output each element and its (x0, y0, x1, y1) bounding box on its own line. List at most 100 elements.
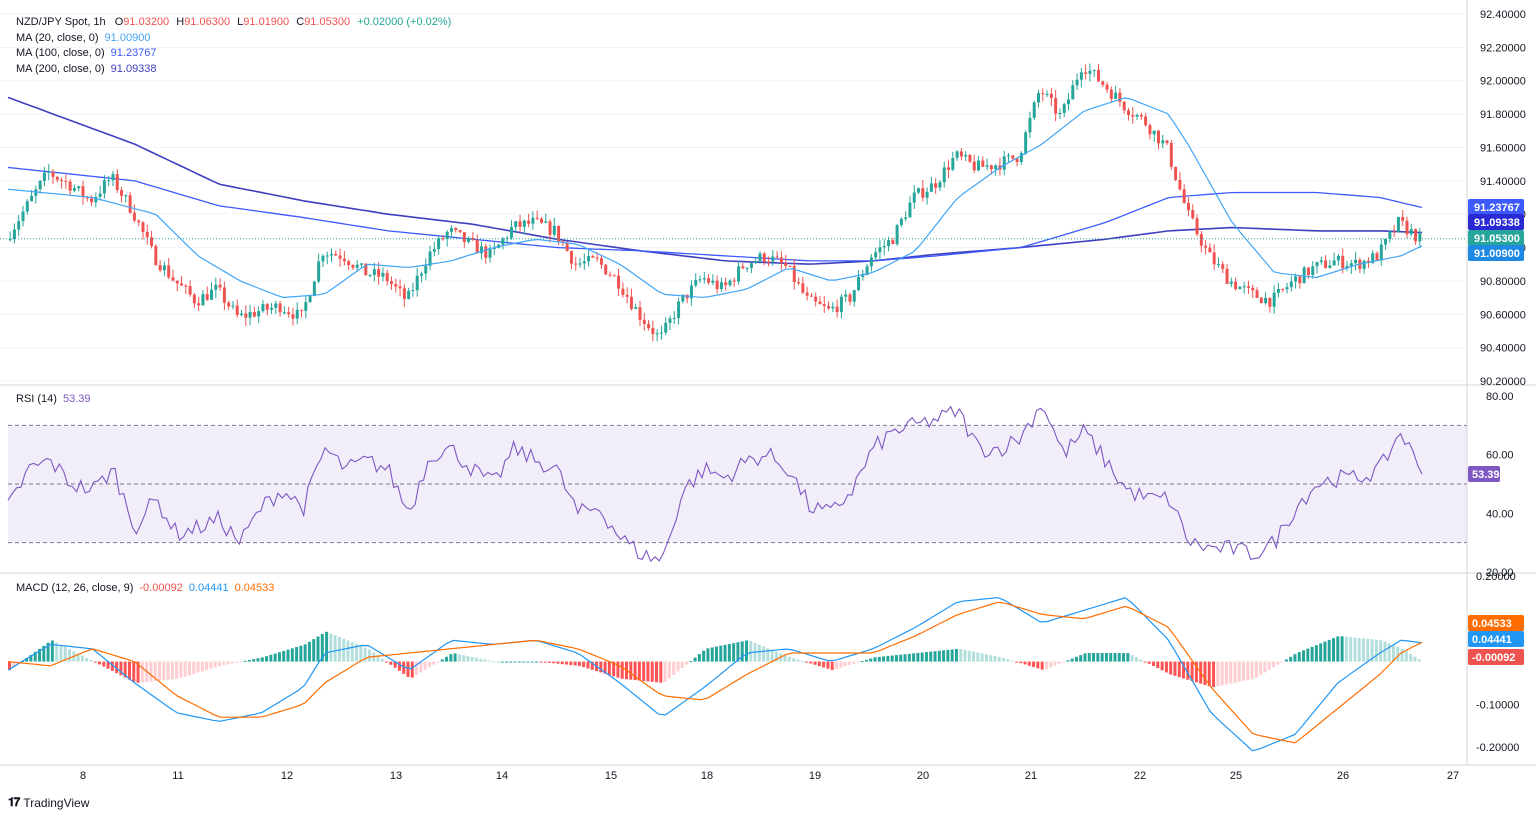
macd-hist-bar (826, 661, 830, 669)
rsi-tag: 53.39 (1472, 469, 1500, 481)
macd-hist-bar (513, 661, 517, 663)
candle-body (90, 198, 94, 203)
macd-tags: 0.04533 0.04441 -0.00092 (1468, 615, 1524, 665)
candle-body (754, 261, 758, 264)
macd-hist-bar (415, 661, 419, 676)
macd-hist-bar (1100, 653, 1104, 662)
macd-hist-bar (196, 661, 200, 673)
macd-hist-bar (183, 661, 187, 677)
candle-body (64, 180, 68, 182)
candle-body (175, 280, 179, 284)
candles (8, 63, 1422, 342)
candle-body (1341, 255, 1345, 269)
price-pane[interactable] (0, 13, 1467, 382)
macd-pane[interactable] (7, 596, 1423, 752)
time-axis-tick: 26 (1337, 770, 1349, 782)
candle-body (162, 265, 166, 271)
candle-body (261, 304, 265, 312)
candle-body (827, 305, 831, 309)
macd-hist-bar (586, 661, 590, 669)
macd-hist-bar (1002, 657, 1006, 662)
candle-body (1075, 79, 1079, 86)
price-tag: 91.23767 (1474, 202, 1520, 214)
candle-body (651, 328, 655, 335)
candle-body (771, 256, 775, 262)
candle-body (1186, 202, 1190, 211)
candle-body (972, 161, 976, 171)
price-axis-tick: 92.00000 (1480, 76, 1526, 88)
macd-hist-bar (166, 661, 170, 680)
candle-body (34, 189, 38, 196)
candle-body (677, 301, 681, 318)
macd-hist-bar (1010, 660, 1014, 662)
macd-hist-bar (85, 657, 89, 662)
time-axis[interactable]: 8 11 12 13 14 15 18 19 20 21 22 25 26 27 (80, 770, 1459, 782)
rsi-pane[interactable] (7, 405, 1467, 563)
candle-body (1379, 244, 1383, 261)
macd-hist-bar (1066, 660, 1070, 662)
candle-body (591, 256, 595, 258)
macd-hist-bar (950, 649, 954, 662)
macd-hist-bar (535, 661, 539, 663)
candle-body (874, 252, 878, 258)
candle-body (342, 258, 346, 262)
macd-hist-bar (132, 661, 136, 682)
candle-body (917, 188, 921, 193)
macd-hist-bar (1332, 638, 1336, 662)
candle-body (192, 294, 196, 304)
candle-body (1212, 252, 1216, 265)
price-axis-tick: 91.40000 (1480, 176, 1526, 188)
macd-hist-bar (1357, 637, 1361, 662)
macd-hist-bar (873, 657, 877, 662)
macd-hist-bar (693, 657, 697, 662)
candle-body (612, 275, 616, 277)
macd-hist-bar (723, 644, 727, 662)
macd-hist-bar (1392, 645, 1396, 662)
macd-hist-bar (213, 661, 217, 668)
macd-hist-bar (162, 661, 166, 681)
candle-body (222, 287, 226, 303)
candle-body (1225, 268, 1229, 284)
macd-hist-bar (809, 661, 813, 664)
macd-hist-bar (920, 652, 924, 662)
candle-body (321, 255, 325, 262)
macd-hist-bar (864, 659, 868, 662)
macd-hist-bar (342, 638, 346, 662)
macd-hist-bar (522, 661, 526, 663)
candle-body (899, 218, 903, 226)
candle-body (698, 279, 702, 281)
candle-body (531, 217, 535, 224)
candle-body (951, 157, 955, 170)
rsi-line (7, 405, 1423, 563)
macd-hist-bar (93, 661, 97, 663)
macd-hist-bar (1259, 661, 1263, 676)
candle-body (364, 263, 368, 276)
macd-hist-bar (290, 648, 294, 662)
rsi-axis[interactable]: 80.00 60.00 40.00 20.00 (1486, 391, 1514, 579)
macd-hist-bar (63, 647, 67, 662)
candle-body (107, 180, 111, 182)
candle-body (1028, 117, 1032, 133)
candle-body (248, 312, 252, 318)
macd-hist-bar (1019, 661, 1023, 664)
candle-body (797, 282, 801, 284)
macd-hist-bar (277, 652, 281, 662)
candle-body (895, 225, 899, 245)
macd-hist-bar (1250, 661, 1254, 680)
candle-body (278, 303, 282, 313)
candle-body (449, 228, 453, 232)
signal-path (7, 601, 1423, 744)
price-legend: NZD/JPY Spot, 1h O91.03200 H91.06300 L91… (16, 16, 451, 75)
candle-body (1375, 253, 1379, 261)
price-axis[interactable]: 92.40000 92.20000 92.00000 91.80000 91.60000… (1480, 9, 1526, 388)
macd-hist-bar (1117, 653, 1121, 662)
macd-hist-bar (1284, 659, 1288, 662)
macd-hist-bar (976, 652, 980, 662)
macd-hist-bar (667, 661, 671, 679)
price-axis-tick: 91.80000 (1480, 109, 1526, 121)
macd-hist-bar (1027, 661, 1031, 666)
candle-body (1139, 114, 1143, 117)
tradingview-brand[interactable]: 𝟏𝟕 TradingView (8, 795, 89, 810)
macd-hist-bar (1370, 639, 1374, 662)
